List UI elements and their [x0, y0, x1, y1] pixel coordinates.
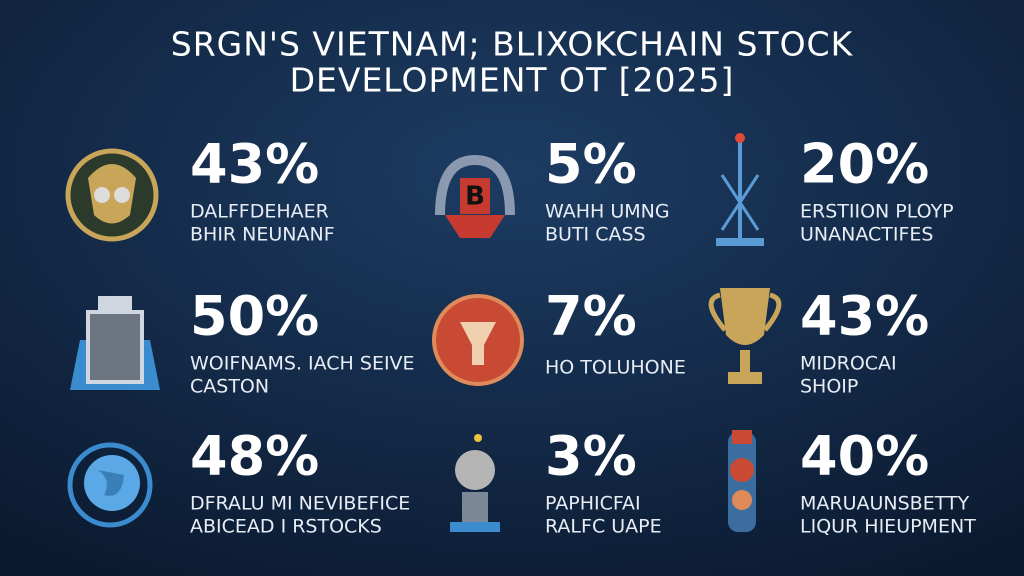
- stat-label: ABICEAD I RSTOCKS: [190, 516, 382, 538]
- stat: 43%: [190, 133, 319, 196]
- stat-label: SHOIP: [800, 376, 858, 398]
- icon-trophy: [708, 288, 782, 384]
- svg-text:B: B: [465, 182, 485, 212]
- title-line: DEVELOPMENT OT [2025]: [290, 61, 735, 100]
- stat: 5%: [545, 133, 637, 196]
- stat-label: BUTI CASS: [545, 224, 646, 246]
- stat-label: CASTON: [190, 376, 269, 398]
- stat-label: LIQUR HIEUPMENT: [800, 516, 976, 538]
- stat-label: PAPHICFAI: [545, 493, 641, 515]
- stat-label: RALFC UAPE: [545, 516, 662, 538]
- stat: 43%: [800, 285, 929, 348]
- stat-label: BHIR NEUNANF: [190, 224, 335, 246]
- icon-vault: [70, 296, 160, 390]
- icon-mask: [65, 148, 159, 242]
- stat-label: MIDROCAI: [800, 353, 897, 375]
- stat-label: ERSTIION PLOYP: [800, 201, 954, 223]
- icon-globe: [67, 442, 153, 528]
- title-line: SRGN'S VIETNAM; BLIXOKCHAIN STOCK: [171, 25, 854, 64]
- stat-label: UNANACTIFES: [800, 224, 933, 246]
- stat: 48%: [190, 425, 319, 488]
- icon-satellite: [450, 434, 500, 532]
- stat: 7%: [545, 285, 637, 348]
- icon-coin: [432, 294, 524, 386]
- stat-label: MARUAUNSBETTY: [800, 493, 970, 515]
- stat-label: HO TOLUHONE: [545, 357, 686, 379]
- icon-totem: [728, 430, 756, 532]
- stat-label: WAHH UMNG: [545, 201, 670, 223]
- stat-label: DALFFDEHAER: [190, 201, 329, 223]
- icon-tower: [716, 133, 764, 246]
- stat-label: DFRALU MI NEVIBEFICE: [190, 493, 410, 515]
- stat: 20%: [800, 133, 929, 196]
- stat: 3%: [545, 425, 637, 488]
- stat: 50%: [190, 285, 319, 348]
- icon-b: B: [435, 154, 515, 238]
- stat-label: WOIFNAMS. IACH SEIVE: [190, 353, 415, 375]
- stat: 40%: [800, 425, 929, 488]
